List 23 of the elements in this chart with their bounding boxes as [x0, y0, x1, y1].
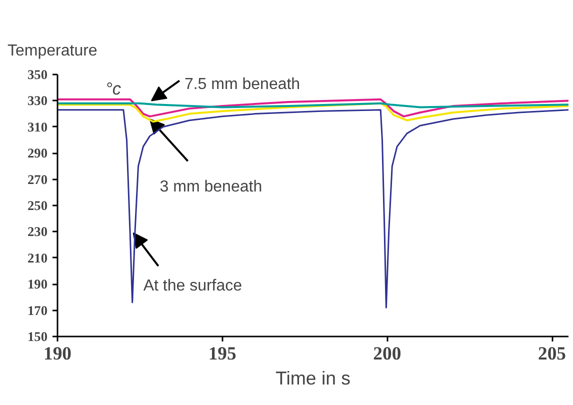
y-tick-label: 250 — [28, 198, 48, 213]
y-tick-label: 230 — [28, 224, 48, 240]
chart-title: Temperature — [8, 42, 98, 60]
annotation: 3 mm beneath — [160, 178, 262, 196]
y-tick-label: 150 — [28, 329, 48, 344]
y-tick-label: 270 — [28, 172, 48, 187]
x-tick-label: 205 — [538, 344, 566, 364]
annotation: °c — [106, 78, 122, 98]
y-tick-label: 290 — [28, 146, 48, 161]
y-tick-label: 350 — [28, 67, 48, 82]
x-tick-label: 195 — [208, 344, 236, 364]
line-series — [58, 109, 568, 308]
y-tick-label: 330 — [28, 93, 48, 108]
annotation: 7.5 mm beneath — [184, 76, 300, 94]
y-tick-label: 210 — [28, 250, 48, 266]
y-tick-label: 170 — [28, 302, 48, 318]
annotation: At the surface — [143, 278, 242, 295]
x-tick-label: 200 — [373, 344, 402, 364]
y-tick-label: 310 — [28, 119, 48, 134]
x-tick-label: 190 — [44, 344, 72, 364]
y-tick-label: 190 — [28, 276, 48, 292]
line-series — [58, 98, 568, 118]
x-axis-title: Time in s — [276, 368, 350, 388]
